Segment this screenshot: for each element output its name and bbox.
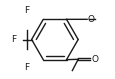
- Text: F: F: [11, 35, 16, 44]
- Text: O: O: [91, 55, 98, 64]
- Text: F: F: [24, 63, 29, 72]
- Text: F: F: [24, 6, 29, 15]
- Text: O: O: [87, 15, 94, 24]
